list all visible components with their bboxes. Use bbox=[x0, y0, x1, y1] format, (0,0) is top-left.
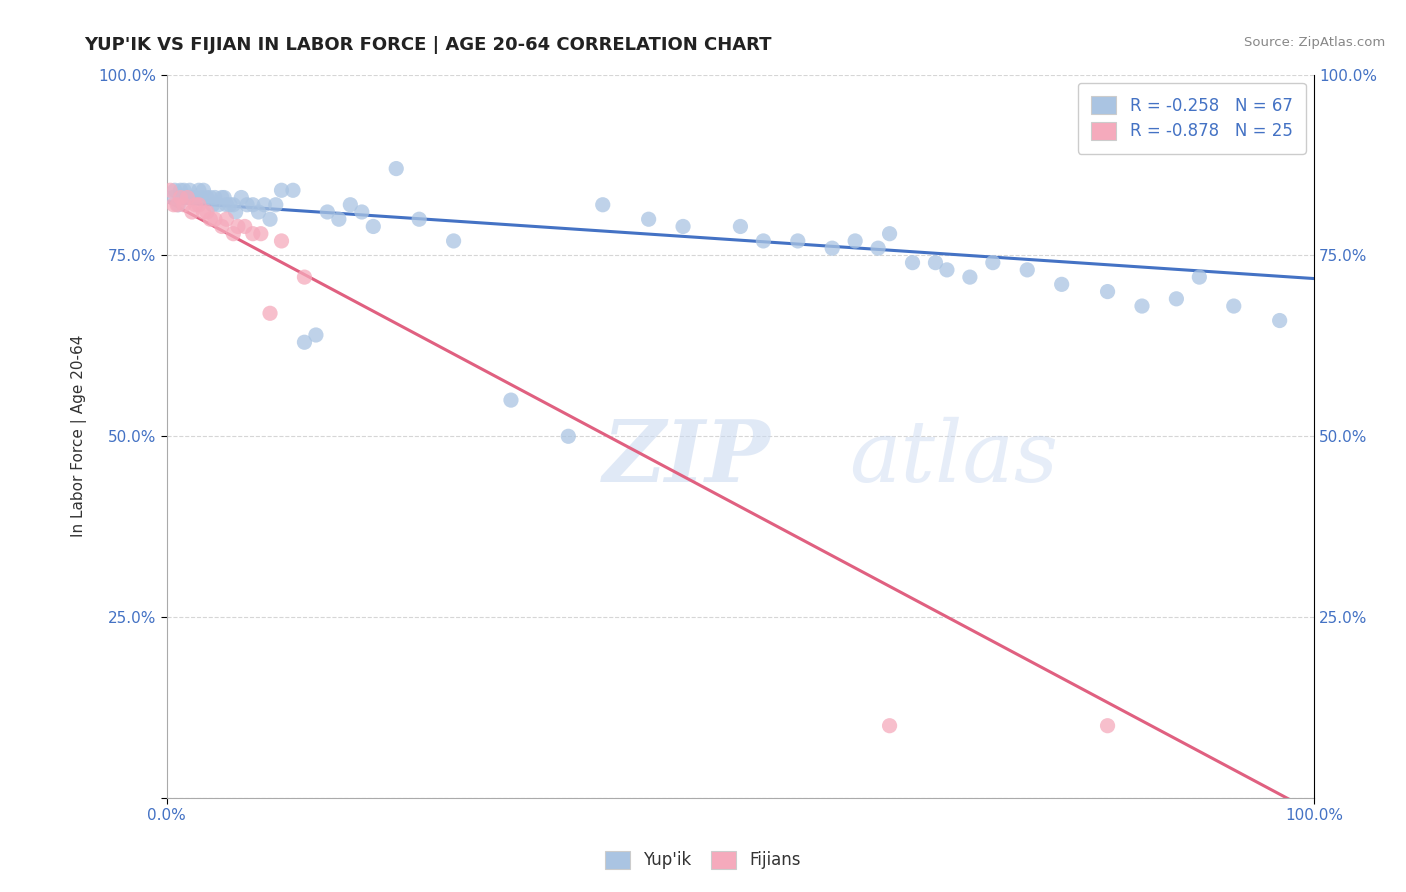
Point bbox=[259, 212, 281, 227]
Point bbox=[1130, 299, 1153, 313]
Point bbox=[204, 190, 226, 204]
Point bbox=[1097, 719, 1119, 733]
Point bbox=[361, 219, 384, 234]
Point bbox=[200, 212, 222, 227]
Point bbox=[253, 198, 276, 212]
Point bbox=[231, 190, 253, 204]
Point bbox=[193, 183, 215, 197]
Point bbox=[264, 198, 287, 212]
Point bbox=[218, 198, 240, 212]
Point bbox=[443, 234, 465, 248]
Point bbox=[901, 255, 924, 269]
Point bbox=[672, 219, 695, 234]
Point bbox=[924, 255, 946, 269]
Text: atlas: atlas bbox=[849, 417, 1059, 500]
Point bbox=[959, 270, 981, 285]
Point bbox=[270, 183, 292, 197]
Point bbox=[184, 198, 207, 212]
Point bbox=[879, 719, 901, 733]
Point bbox=[316, 205, 339, 219]
Point bbox=[786, 234, 808, 248]
Point bbox=[176, 190, 198, 204]
Point bbox=[173, 198, 195, 212]
Point bbox=[163, 183, 186, 197]
Text: YUP'IK VS FIJIAN IN LABOR FORCE | AGE 20-64 CORRELATION CHART: YUP'IK VS FIJIAN IN LABOR FORCE | AGE 20… bbox=[84, 36, 772, 54]
Point bbox=[190, 190, 212, 204]
Point bbox=[294, 270, 316, 285]
Point bbox=[408, 212, 430, 227]
Y-axis label: In Labor Force | Age 20-64: In Labor Force | Age 20-64 bbox=[72, 335, 87, 538]
Point bbox=[1223, 299, 1246, 313]
Point bbox=[592, 198, 614, 212]
Point bbox=[195, 205, 218, 219]
Point bbox=[981, 255, 1004, 269]
Point bbox=[184, 190, 207, 204]
Point bbox=[211, 219, 233, 234]
Point bbox=[385, 161, 408, 176]
Point bbox=[339, 198, 361, 212]
Point bbox=[236, 198, 259, 212]
Point bbox=[187, 198, 209, 212]
Point bbox=[200, 190, 222, 204]
Point bbox=[499, 393, 522, 408]
Point bbox=[179, 183, 201, 197]
Point bbox=[328, 212, 350, 227]
Point bbox=[173, 183, 195, 197]
Point bbox=[225, 205, 247, 219]
Point bbox=[176, 190, 198, 204]
Point bbox=[211, 190, 233, 204]
Point bbox=[557, 429, 579, 443]
Point bbox=[169, 183, 191, 197]
Point bbox=[195, 190, 218, 204]
Point bbox=[1050, 277, 1073, 292]
Point bbox=[222, 198, 245, 212]
Point bbox=[821, 241, 844, 255]
Point bbox=[166, 198, 188, 212]
Point bbox=[1188, 270, 1211, 285]
Point bbox=[242, 227, 264, 241]
Point bbox=[730, 219, 752, 234]
Point bbox=[752, 234, 775, 248]
Point bbox=[270, 234, 292, 248]
Point bbox=[169, 190, 191, 204]
Legend: R = -0.258   N = 67, R = -0.878   N = 25: R = -0.258 N = 67, R = -0.878 N = 25 bbox=[1078, 83, 1306, 153]
Point bbox=[935, 263, 957, 277]
Text: ZIP: ZIP bbox=[603, 417, 770, 500]
Point bbox=[201, 198, 224, 212]
Point bbox=[207, 198, 229, 212]
Point bbox=[181, 205, 204, 219]
Legend: Yup'ik, Fijians: Yup'ik, Fijians bbox=[595, 840, 811, 880]
Point bbox=[1268, 313, 1291, 327]
Point bbox=[259, 306, 281, 320]
Point bbox=[226, 219, 249, 234]
Point bbox=[233, 219, 256, 234]
Point bbox=[167, 198, 190, 212]
Point bbox=[222, 227, 245, 241]
Point bbox=[159, 183, 181, 197]
Point bbox=[250, 227, 273, 241]
Point bbox=[247, 205, 270, 219]
Point bbox=[350, 205, 373, 219]
Point bbox=[212, 190, 235, 204]
Point bbox=[294, 335, 316, 350]
Point bbox=[163, 198, 186, 212]
Point bbox=[637, 212, 659, 227]
Point bbox=[181, 190, 204, 204]
Point bbox=[879, 227, 901, 241]
Point bbox=[193, 205, 215, 219]
Point bbox=[281, 183, 304, 197]
Point bbox=[162, 190, 184, 204]
Point bbox=[242, 198, 264, 212]
Point bbox=[1166, 292, 1188, 306]
Point bbox=[215, 212, 238, 227]
Point bbox=[1017, 263, 1039, 277]
Point bbox=[187, 183, 209, 197]
Point bbox=[215, 198, 238, 212]
Point bbox=[1097, 285, 1119, 299]
Point bbox=[305, 328, 328, 343]
Point bbox=[868, 241, 890, 255]
Point bbox=[204, 212, 226, 227]
Point bbox=[844, 234, 866, 248]
Text: Source: ZipAtlas.com: Source: ZipAtlas.com bbox=[1244, 36, 1385, 49]
